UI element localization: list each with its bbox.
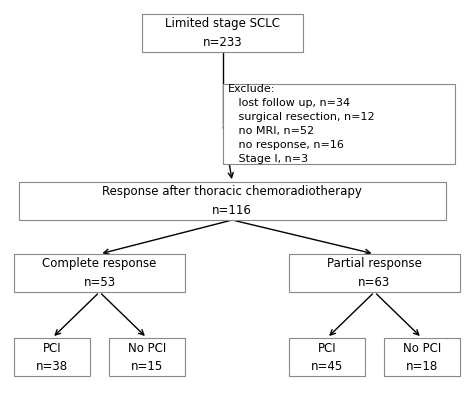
Text: Response after thoracic chemoradiotherapy
n=116: Response after thoracic chemoradiotherap… bbox=[102, 186, 362, 216]
FancyBboxPatch shape bbox=[289, 254, 460, 292]
Text: PCI
n=45: PCI n=45 bbox=[311, 342, 343, 372]
Text: Exclude:
   lost follow up, n=34
   surgical resection, n=12
   no MRI, n=52
   : Exclude: lost follow up, n=34 surgical r… bbox=[228, 84, 374, 164]
Text: No PCI
n=18: No PCI n=18 bbox=[403, 342, 441, 372]
FancyBboxPatch shape bbox=[109, 338, 185, 376]
Text: Complete response
n=53: Complete response n=53 bbox=[42, 258, 157, 288]
Text: No PCI
n=15: No PCI n=15 bbox=[128, 342, 166, 372]
FancyBboxPatch shape bbox=[142, 14, 303, 52]
Text: Limited stage SCLC
n=233: Limited stage SCLC n=233 bbox=[165, 18, 280, 48]
FancyBboxPatch shape bbox=[223, 84, 455, 164]
FancyBboxPatch shape bbox=[384, 338, 460, 376]
FancyBboxPatch shape bbox=[14, 254, 185, 292]
FancyBboxPatch shape bbox=[289, 338, 365, 376]
FancyBboxPatch shape bbox=[14, 338, 90, 376]
Text: PCI
n=38: PCI n=38 bbox=[36, 342, 68, 372]
FancyBboxPatch shape bbox=[19, 182, 446, 220]
Text: Partial response
n=63: Partial response n=63 bbox=[327, 258, 422, 288]
